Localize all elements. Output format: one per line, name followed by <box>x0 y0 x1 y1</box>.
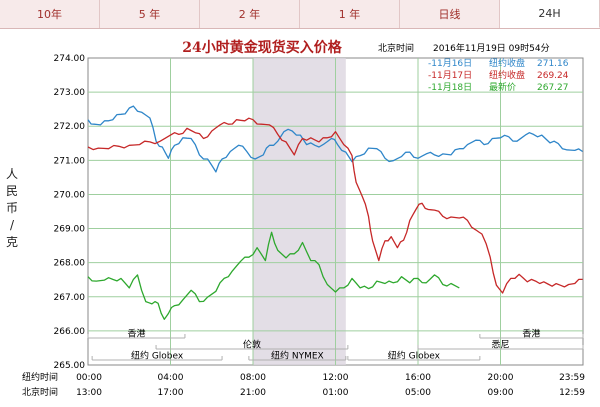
y-axis-label-char: 币 <box>6 201 18 215</box>
y-axis: 274.00 273.00 272.00 271.00 270.00 269.00 268.… <box>54 54 86 371</box>
legend-stat-value: 271.16 <box>537 59 569 69</box>
y-tick-label: 268.00 <box>54 259 86 269</box>
tab-10y[interactable]: 10年 <box>0 0 100 28</box>
y-axis-label: 人民币 / 克 <box>6 167 18 249</box>
series-line-1 <box>87 105 583 173</box>
series-lines <box>87 105 583 320</box>
legend: -11月16日 纽约收盘 271.16-11月17日 纽约收盘 269.24-11月18… <box>428 57 569 93</box>
tab-24h[interactable]: 24H <box>500 0 600 28</box>
chart-title: 24小时黄金现货买入价格 <box>182 39 342 56</box>
x-tick-label: 21:00 <box>240 388 266 398</box>
x-tick-label: 01:00 <box>323 388 349 398</box>
session-marker-label: 纽约 Globex <box>388 350 441 362</box>
x-row-label: 纽约时间 <box>22 371 58 383</box>
session-marker-label: 纽约 Globex <box>131 350 184 362</box>
y-tick-label: 270.00 <box>54 190 86 200</box>
session-marker-label: 悉尼 <box>491 339 509 351</box>
grid-lines <box>88 58 583 365</box>
y-tick-label: 269.00 <box>54 225 86 235</box>
tab-1y[interactable]: 1 年 <box>300 0 400 28</box>
legend-stat-value: 267.27 <box>537 83 569 93</box>
x-tick-label: 05:00 <box>405 388 431 398</box>
series-line-3 <box>87 231 460 320</box>
x-tick-label: 12:00 <box>323 373 349 383</box>
x-tick-label: 00:00 <box>76 373 102 383</box>
legend-series-name: -11月18日 <box>428 82 472 93</box>
legend-stat-label: 纽约收盘 <box>489 57 525 69</box>
timestamp: 2016年11月19日 09时54分 <box>433 42 550 54</box>
y-tick-label: 272.00 <box>54 122 86 132</box>
x-tick-label: 04:00 <box>158 373 184 383</box>
x-tick-label: 16:00 <box>405 373 431 383</box>
legend-stat-value: 269.24 <box>537 71 569 81</box>
y-tick-label: 265.00 <box>54 361 86 371</box>
x-tick-label: 08:00 <box>240 373 266 383</box>
session-marker-label: 香港 <box>522 328 540 340</box>
session-marker-label: 香港 <box>127 328 145 340</box>
time-label: 北京时间 <box>378 42 414 54</box>
period-tabs: 10年 5 年 2 年 1 年 日线 24H <box>0 0 600 29</box>
session-marker-label: 纽约 NYMEX <box>271 350 324 362</box>
y-tick-label: 271.00 <box>54 156 86 166</box>
legend-stat-label: 最新价 <box>489 81 516 93</box>
x-tick-label: 23:59 <box>559 373 585 383</box>
y-tick-label: 273.00 <box>54 88 86 98</box>
x-tick-label: 20:00 <box>488 373 514 383</box>
legend-series-name: -11月17日 <box>428 70 472 81</box>
highlight-band <box>253 58 346 365</box>
y-tick-label: 267.00 <box>54 293 86 303</box>
y-axis-label-char: 民 <box>6 184 18 198</box>
tab-5y[interactable]: 5 年 <box>100 0 200 28</box>
x-tick-label: 13:00 <box>76 388 102 398</box>
tab-2y[interactable]: 2 年 <box>200 0 300 28</box>
x-tick-label: 17:00 <box>158 388 184 398</box>
x-row-label: 北京时间 <box>22 386 58 398</box>
y-tick-label: 274.00 <box>54 54 86 64</box>
legend-series-name: -11月16日 <box>428 58 472 69</box>
x-tick-label: 09:00 <box>488 388 514 398</box>
series-line-2 <box>87 117 583 294</box>
session-marker-label: 伦敦 <box>243 339 261 351</box>
y-axis-label-char: 人 <box>6 167 18 181</box>
y-axis-label-char: / <box>10 218 15 232</box>
tab-daily[interactable]: 日线 <box>400 0 500 28</box>
x-tick-label: 12:59 <box>559 388 585 398</box>
legend-stat-label: 纽约收盘 <box>489 69 525 81</box>
y-axis-label-char: 克 <box>6 235 18 249</box>
y-tick-label: 266.00 <box>54 327 86 337</box>
